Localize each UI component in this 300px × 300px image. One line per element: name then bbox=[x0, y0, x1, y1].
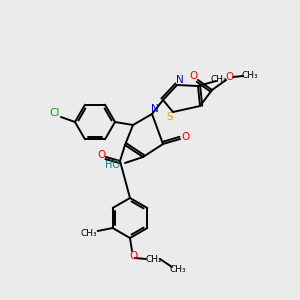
Text: CH₃: CH₃ bbox=[211, 76, 227, 85]
Text: CH₃: CH₃ bbox=[242, 71, 258, 80]
Text: O: O bbox=[97, 150, 105, 160]
Text: CH₃: CH₃ bbox=[80, 229, 97, 238]
Text: S: S bbox=[167, 112, 173, 122]
Text: O: O bbox=[129, 251, 137, 261]
Text: CH₂: CH₂ bbox=[146, 256, 162, 265]
Text: N: N bbox=[176, 75, 184, 85]
Text: CH₃: CH₃ bbox=[170, 265, 186, 274]
Text: Cl: Cl bbox=[50, 108, 60, 118]
Text: HO: HO bbox=[105, 160, 120, 170]
Text: O: O bbox=[181, 132, 189, 142]
Text: O: O bbox=[226, 72, 234, 82]
Text: O: O bbox=[189, 71, 197, 81]
Text: N: N bbox=[151, 104, 159, 114]
